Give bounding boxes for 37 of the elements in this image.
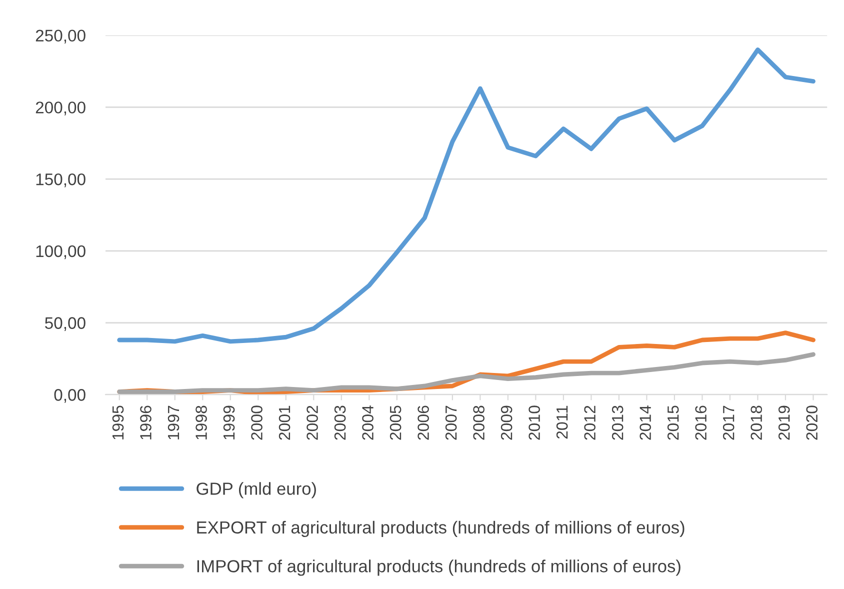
y-tick-label: 250,00 — [36, 30, 86, 44]
legend-label: IMPORT of agricultural products (hundreds of millions of euros) — [197, 560, 680, 576]
y-tick-label: 50,00 — [45, 317, 86, 331]
x-tick-label: 2017 — [722, 406, 734, 440]
x-tick-label: 2012 — [584, 406, 596, 440]
x-tick-label: 1996 — [140, 406, 152, 440]
x-tick-label: 1995 — [112, 406, 124, 440]
x-tick-label: 2015 — [667, 406, 679, 440]
x-tick-label: 2004 — [362, 406, 374, 440]
x-tick-label: 2001 — [278, 406, 290, 440]
x-tick-label: 2019 — [778, 406, 790, 440]
x-tick-label: 2011 — [556, 406, 568, 439]
x-tick-label: 2007 — [445, 406, 457, 440]
x-tick-label: 2003 — [334, 406, 346, 440]
x-tick-label: 2013 — [612, 406, 624, 440]
x-tick-label: 2014 — [640, 406, 652, 440]
y-tick-label: 200,00 — [36, 102, 86, 116]
y-tick-label: 150,00 — [36, 173, 86, 188]
legend-label: EXPORT of agricultural products (hundreds of millions of euros) — [197, 520, 684, 538]
legend-label: GDP (mld euro) — [196, 482, 316, 498]
line-series — [117, 47, 816, 344]
x-tick-label: 2016 — [695, 406, 707, 440]
x-tick-label: 2018 — [750, 406, 762, 440]
x-tick-label: 1997 — [168, 406, 180, 440]
x-tick-label: 2010 — [528, 406, 540, 440]
x-tick-label: 2002 — [306, 406, 318, 440]
y-tick-label: 0,00 — [54, 389, 86, 403]
y-tick-label: 100,00 — [36, 245, 86, 260]
x-tick-label: 2008 — [473, 406, 484, 440]
x-tick-label: 2020 — [806, 406, 818, 440]
x-tick-label: 2005 — [390, 406, 402, 440]
line-series — [117, 352, 816, 394]
x-tick-label: 2000 — [251, 406, 262, 440]
x-tick-label: 2009 — [500, 406, 512, 440]
x-tick-label: 2006 — [418, 406, 429, 440]
x-tick-label: 1998 — [196, 406, 207, 440]
x-tick-label: 1999 — [223, 406, 235, 440]
